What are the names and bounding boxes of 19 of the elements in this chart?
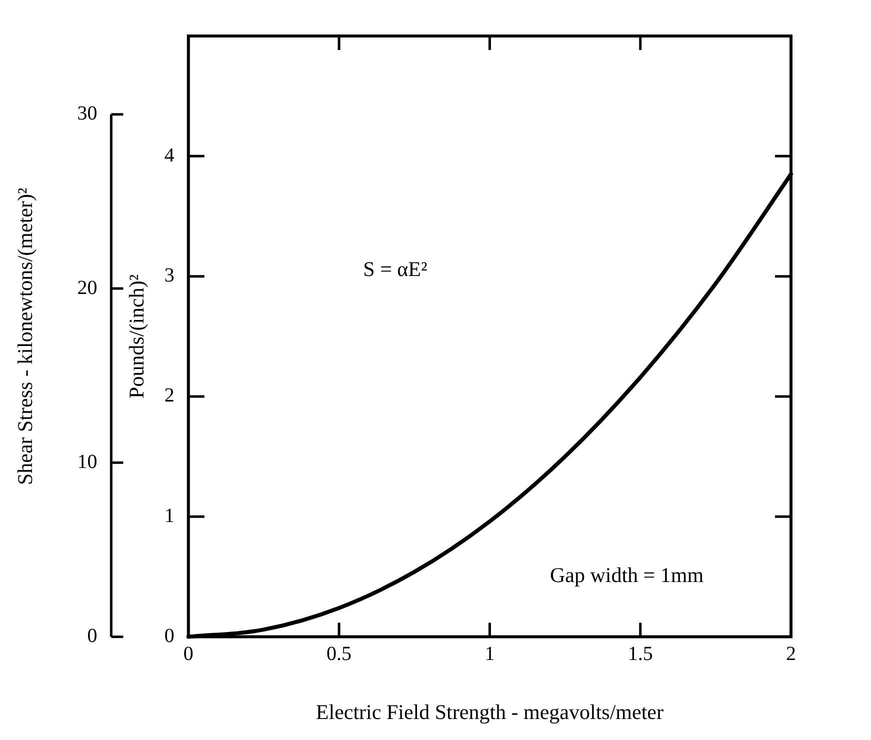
y2-tick-label: 0 bbox=[87, 625, 98, 648]
x-axis-title: Electric Field Strength - megavolts/meter bbox=[316, 700, 664, 724]
y-tick-label: 3 bbox=[164, 264, 174, 287]
x-tick-label: 0 bbox=[183, 643, 194, 666]
y-tick-label: 4 bbox=[164, 144, 174, 166]
x-tick-label: 1.5 bbox=[628, 643, 653, 666]
annotation: S = αE² bbox=[363, 256, 428, 281]
x-tick-label: 2 bbox=[786, 643, 796, 666]
y-tick-label: 0 bbox=[164, 625, 174, 648]
x-tick-label: 1 bbox=[484, 643, 495, 666]
y2-tick-label: 30 bbox=[77, 102, 98, 125]
y2-tick-label: 20 bbox=[77, 276, 98, 299]
x-tick-label: 0.5 bbox=[326, 643, 352, 666]
y-tick-label: 1 bbox=[164, 504, 174, 527]
y2-tick-label: 10 bbox=[77, 450, 98, 473]
y-axis-title: Pounds/(inch)² bbox=[124, 274, 148, 398]
y2-axis-title: Shear Stress - kilonewtons/(meter)² bbox=[13, 188, 38, 486]
annotation: Gap width = 1mm bbox=[550, 563, 704, 588]
y-tick-label: 2 bbox=[164, 384, 174, 407]
